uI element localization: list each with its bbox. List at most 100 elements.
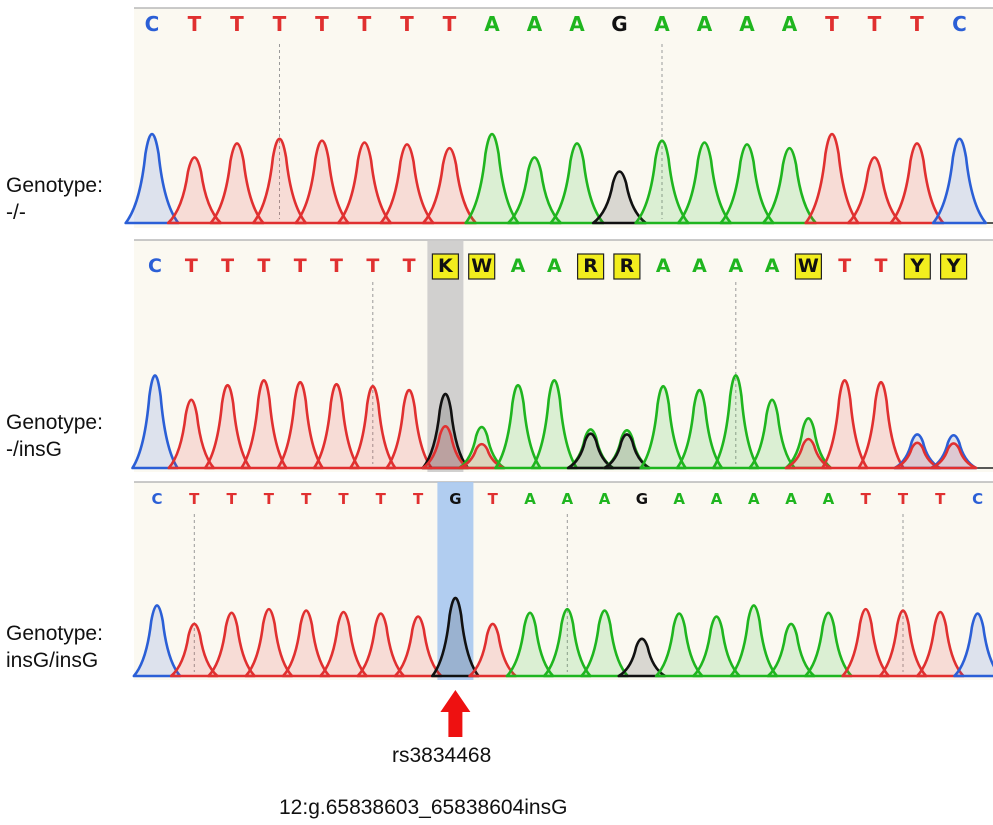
- trace-peak: [889, 142, 945, 225]
- base-call-letter: C: [148, 255, 162, 277]
- variant-arrow-icon: [440, 690, 471, 737]
- base-call-letter: W: [471, 255, 492, 277]
- trace-peak: [675, 388, 724, 470]
- trace-peak: [421, 425, 470, 470]
- trace-peak: [169, 622, 219, 678]
- base-call-letter: G: [449, 490, 461, 508]
- trace-peak: [719, 143, 775, 225]
- base-call-letter: C: [145, 12, 160, 36]
- trace-peak: [506, 156, 563, 225]
- base-call-letter: A: [484, 12, 500, 36]
- trace-peak: [676, 141, 733, 225]
- trace-peak: [549, 142, 605, 225]
- trace-peak: [124, 132, 180, 225]
- trace-peak: [530, 378, 579, 470]
- ambiguous-base-box: [939, 253, 968, 280]
- base-call-letter: T: [301, 490, 312, 508]
- base-call-letter: R: [620, 255, 635, 277]
- trace-peak: [603, 433, 651, 470]
- base-call-letter: C: [151, 490, 162, 508]
- trace-peak: [240, 378, 288, 470]
- base-call-letter: G: [636, 490, 648, 508]
- ambiguous-base-box: [576, 253, 605, 280]
- trace-peak: [929, 442, 978, 470]
- panel-background: [134, 482, 993, 680]
- base-call-letter: G: [611, 12, 627, 36]
- base-call-letter: T: [226, 490, 237, 508]
- base-call-letter: T: [935, 490, 946, 508]
- base-call-letter: T: [875, 255, 888, 277]
- base-call-letter: T: [257, 255, 270, 277]
- trace-peak: [893, 441, 942, 470]
- base-call-letter: T: [376, 490, 387, 508]
- base-call-letter: T: [264, 490, 275, 508]
- base-call-letter: T: [358, 12, 372, 36]
- trace-peak: [766, 622, 816, 678]
- trace-peak: [464, 132, 520, 225]
- base-call-letter: A: [673, 490, 685, 508]
- trace-peak: [878, 609, 928, 678]
- base-call-letter: Y: [909, 255, 924, 277]
- genotype-label-line1: Genotype:: [6, 411, 103, 434]
- base-call-letter: T: [838, 255, 851, 277]
- base-call-letter: T: [330, 255, 343, 277]
- trace-peak: [251, 137, 308, 225]
- trace-peak: [505, 611, 555, 678]
- base-call-letter: R: [583, 255, 598, 277]
- trace-peak: [692, 615, 741, 678]
- ambiguous-base-box: [468, 253, 496, 280]
- base-call-letter: A: [823, 490, 835, 508]
- base-call-letter: C: [972, 490, 983, 508]
- trace-peak: [748, 398, 796, 470]
- base-call-letter: A: [765, 255, 780, 277]
- base-call-letter: Y: [946, 255, 961, 277]
- trace-peak: [294, 139, 350, 225]
- base-call-letter: T: [185, 255, 198, 277]
- trace-peak: [841, 607, 891, 678]
- trace-peak: [846, 156, 903, 225]
- base-call-letter: T: [868, 12, 882, 36]
- trace-peak: [784, 437, 833, 470]
- base-call-letter: A: [728, 255, 743, 277]
- ambiguous-base-box: [794, 253, 823, 280]
- base-call-letter: A: [748, 490, 760, 508]
- ambiguous-base-box: [431, 253, 459, 280]
- trace-peak: [468, 622, 518, 678]
- base-call-letter: A: [561, 490, 573, 508]
- base-call-letter: T: [366, 255, 379, 277]
- trace-peak: [430, 596, 480, 678]
- base-call-letter: T: [898, 490, 909, 508]
- genotype-label-line2: -/insG: [6, 438, 63, 461]
- base-call-letter: A: [711, 490, 723, 508]
- trace-peak: [804, 132, 860, 225]
- trace-peak: [379, 143, 435, 225]
- trace-peak: [244, 607, 294, 678]
- trace-peak: [457, 442, 506, 470]
- genotype-label-wild: Genotype: -/-: [6, 172, 103, 226]
- trace-peak: [132, 604, 182, 678]
- hgvs-label: 12:g.65838603_65838604insG: [279, 796, 568, 819]
- genotype-label-ins: Genotype: insG/insG: [6, 620, 103, 674]
- base-call-letter: A: [569, 12, 585, 36]
- trace-peak: [953, 612, 993, 678]
- trace-peak: [729, 604, 779, 678]
- trace-peak: [542, 607, 592, 678]
- genotype-label-line1: Genotype:: [6, 622, 103, 645]
- base-call-letter: A: [524, 490, 536, 508]
- trace-peak: [761, 146, 818, 225]
- trace-peak: [591, 170, 648, 225]
- trace-peak: [207, 611, 257, 678]
- trace-peak: [421, 392, 470, 470]
- base-call-letter: T: [221, 255, 234, 277]
- base-call-letter: A: [599, 490, 611, 508]
- base-call-letter: T: [910, 12, 924, 36]
- trace-peak: [421, 146, 478, 225]
- base-call-letter: T: [315, 12, 329, 36]
- trace-peak: [356, 612, 406, 678]
- base-call-letter: T: [273, 12, 287, 36]
- base-call-letter: K: [438, 255, 454, 277]
- trace-peak: [166, 156, 223, 225]
